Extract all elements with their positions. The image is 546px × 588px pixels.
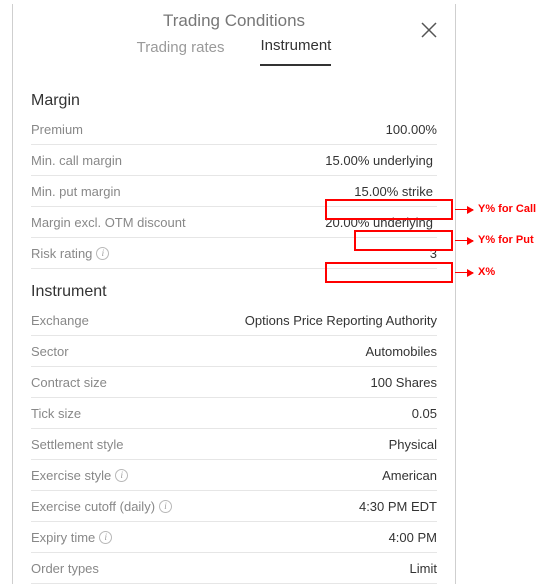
value-contract-size: 100 Shares	[371, 375, 438, 390]
section-instrument-title: Instrument	[31, 283, 437, 301]
label-min-call-margin: Min. call margin	[31, 153, 122, 168]
close-button[interactable]	[417, 18, 441, 42]
row-exercise-cutoff: Exercise cutoff (daily) i 4:30 PM EDT	[31, 491, 437, 522]
value-exercise-cutoff: 4:30 PM EDT	[359, 499, 437, 514]
label-exercise-style-text: Exercise style	[31, 468, 111, 483]
panel-title: Trading Conditions	[163, 11, 305, 31]
info-icon[interactable]: i	[159, 500, 172, 513]
label-expiry-time-text: Expiry time	[31, 530, 95, 545]
value-premium: 100.00%	[386, 122, 437, 137]
value-settlement-style: Physical	[389, 437, 437, 452]
value-order-types: Limit	[410, 561, 437, 576]
label-contract-size: Contract size	[31, 375, 107, 390]
info-icon[interactable]: i	[96, 247, 109, 260]
label-min-put-margin: Min. put margin	[31, 184, 121, 199]
value-exchange: Options Price Reporting Authority	[245, 313, 437, 328]
label-exercise-style: Exercise style i	[31, 468, 128, 483]
row-premium: Premium 100.00%	[31, 114, 437, 145]
annotation-arrow	[455, 272, 473, 273]
value-tick-size: 0.05	[412, 406, 437, 421]
trading-conditions-panel: Trading Conditions Trading rates Instrum…	[12, 4, 456, 584]
label-risk-rating: Risk rating i	[31, 246, 109, 261]
section-margin-title: Margin	[31, 92, 437, 110]
row-min-call-margin: Min. call margin 15.00% underlying	[31, 145, 437, 176]
tab-instrument[interactable]: Instrument	[260, 37, 331, 66]
label-margin-excl-otm: Margin excl. OTM discount	[31, 215, 186, 230]
row-sector: Sector Automobiles	[31, 336, 437, 367]
annotation-arrow	[455, 240, 473, 241]
value-margin-excl-otm: 20.00% underlying	[321, 214, 437, 231]
row-contract-size: Contract size 100 Shares	[31, 367, 437, 398]
close-icon	[417, 18, 441, 42]
label-tick-size: Tick size	[31, 406, 81, 421]
info-icon[interactable]: i	[99, 531, 112, 544]
value-risk-rating: 3	[430, 246, 437, 261]
label-exercise-cutoff: Exercise cutoff (daily) i	[31, 499, 172, 514]
row-tick-size: Tick size 0.05	[31, 398, 437, 429]
row-settlement-style: Settlement style Physical	[31, 429, 437, 460]
label-expiry-time: Expiry time i	[31, 530, 112, 545]
info-icon[interactable]: i	[115, 469, 128, 482]
row-order-types: Order types Limit	[31, 553, 437, 584]
tab-trading-rates[interactable]: Trading rates	[137, 39, 225, 66]
label-exercise-cutoff-text: Exercise cutoff (daily)	[31, 499, 155, 514]
row-risk-rating: Risk rating i 3	[31, 238, 437, 269]
row-margin-excl-otm: Margin excl. OTM discount 20.00% underly…	[31, 207, 437, 238]
label-exchange: Exchange	[31, 313, 89, 328]
annotation-label: Y% for Call	[478, 203, 536, 215]
panel-header: Trading Conditions	[13, 4, 455, 37]
content: Margin Premium 100.00% Min. call margin …	[13, 66, 455, 584]
label-settlement-style: Settlement style	[31, 437, 124, 452]
value-min-call-margin: 15.00% underlying	[321, 152, 437, 169]
label-order-types: Order types	[31, 561, 99, 576]
label-risk-rating-text: Risk rating	[31, 246, 92, 261]
annotation-label: Y% for Put	[478, 234, 534, 246]
row-exercise-style: Exercise style i American	[31, 460, 437, 491]
value-exercise-style: American	[382, 468, 437, 483]
row-expiry-time: Expiry time i 4:00 PM	[31, 522, 437, 553]
value-sector: Automobiles	[365, 344, 437, 359]
row-min-put-margin: Min. put margin 15.00% strike	[31, 176, 437, 207]
annotation-arrow	[455, 209, 473, 210]
annotation-label: X%	[478, 266, 495, 278]
tabs: Trading rates Instrument	[13, 37, 455, 66]
label-sector: Sector	[31, 344, 69, 359]
label-premium: Premium	[31, 122, 83, 137]
value-min-put-margin: 15.00% strike	[350, 183, 437, 200]
row-exchange: Exchange Options Price Reporting Authori…	[31, 305, 437, 336]
value-expiry-time: 4:00 PM	[389, 530, 437, 545]
